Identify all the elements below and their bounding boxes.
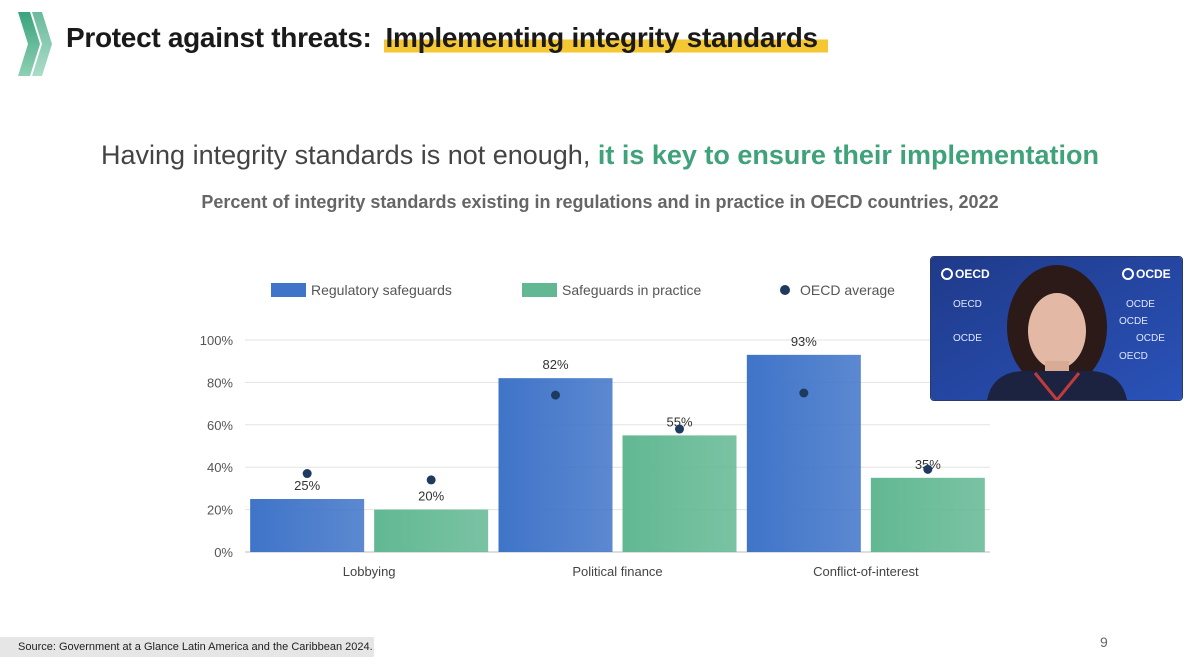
legend-label: OECD average [800,282,895,298]
slide-title-highlight: Implementing integrity standards [383,22,828,54]
source-note: Source: Government at a Glance Latin Ame… [0,637,374,657]
oecd-average-marker [923,464,933,474]
bar [870,477,985,552]
bar [746,354,861,552]
slide-header: Protect against threats: Implementing in… [66,18,828,58]
bar [250,499,365,552]
video-watermark-1: OECD [953,299,982,310]
video-watermark-6: OECD [1119,351,1148,362]
video-watermark-2: OCDE [953,333,982,344]
speaker-video-frame: OECD OCDE OCDE OCDE OCDE OECD OECD OCDE [931,257,1182,400]
legend-swatch [271,283,306,297]
bar [374,509,489,552]
oecd-average-marker [302,469,312,479]
oecd-average-marker [675,424,684,434]
y-tick-label: 80% [207,375,233,390]
x-tick-label: Political finance [572,564,662,579]
y-tick-label: 20% [207,503,233,518]
legend-label: Safeguards in practice [562,282,702,298]
speaker-figure-icon [987,265,1127,400]
oecd-average-marker [799,388,809,398]
headline-accent: it is key to ensure their implementation [597,140,1099,170]
bar [622,435,737,552]
oecd-logo-icon [18,12,52,76]
y-tick-label: 0% [214,545,233,560]
video-brand-right: OCDE [1136,267,1171,281]
legend-label: Regulatory safeguards [311,282,452,298]
video-brand-left: OECD [955,267,990,281]
video-watermark-5: OCDE [1119,316,1148,327]
chart-title: Percent of integrity standards existing … [201,192,999,212]
page-number: 9 [1100,634,1108,650]
bar-chart: 0% 20% 40% 60% 80% 100% 25% 20% Lobbying 82% 55% Po… [200,282,990,579]
y-tick-label: 40% [207,460,233,475]
x-tick-label: Lobbying [343,564,396,579]
data-label: 20% [418,489,444,504]
data-label: 25% [294,478,320,493]
slide-title: Protect against threats: [66,22,372,53]
oecd-average-marker [426,475,436,485]
data-label: 82% [542,357,568,372]
legend-swatch [522,283,557,297]
x-tick-label: Conflict-of-interest [813,564,919,579]
data-label: 35% [915,457,941,472]
video-watermark-3: OCDE [1126,299,1155,310]
data-label: 93% [791,334,817,349]
bar [498,378,613,552]
video-watermark-4: OCDE [1136,333,1165,344]
legend-swatch [780,285,790,295]
data-label: 55% [666,414,692,429]
y-tick-label: 60% [207,418,233,433]
slide-headline: Having integrity standards is not enough… [0,140,1200,171]
y-tick-label: 100% [200,333,234,348]
headline-plain: Having integrity standards is not enough… [101,140,591,170]
oecd-average-marker [551,390,560,400]
speaker-video-thumbnail[interactable]: OECD OCDE OCDE OCDE OCDE OECD OECD OCDE [930,256,1183,401]
